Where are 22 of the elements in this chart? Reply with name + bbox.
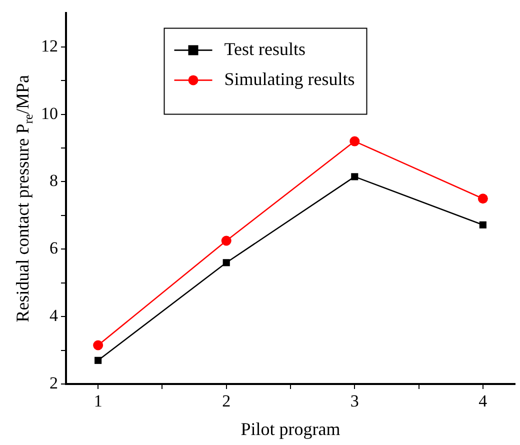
point: [351, 173, 358, 180]
point: [350, 136, 360, 146]
x-tick-label: 1: [94, 392, 102, 411]
point: [478, 194, 488, 204]
point: [221, 236, 232, 246]
y-axis-title: Residual contact pressure Pre/MPa: [12, 74, 36, 322]
x-tick-label: 3: [350, 392, 359, 411]
y-tick-label: 6: [50, 238, 58, 258]
x-tick-label: 2: [222, 392, 231, 411]
y-tick-label: 8: [50, 171, 58, 190]
legend-label: Test results: [224, 38, 306, 59]
legend-label: Simulating results: [224, 68, 355, 89]
point: [94, 356, 102, 364]
y-tick-label: 2: [50, 373, 58, 392]
x-tick-label: 4: [478, 392, 488, 411]
point: [93, 340, 104, 350]
y-tick-label: 12: [41, 36, 58, 56]
y-tick-label: 10: [41, 104, 58, 123]
point: [222, 259, 230, 266]
y-tick-label: 4: [50, 306, 58, 326]
point: [479, 221, 486, 228]
x-axis-title: Pilot program: [240, 418, 340, 439]
